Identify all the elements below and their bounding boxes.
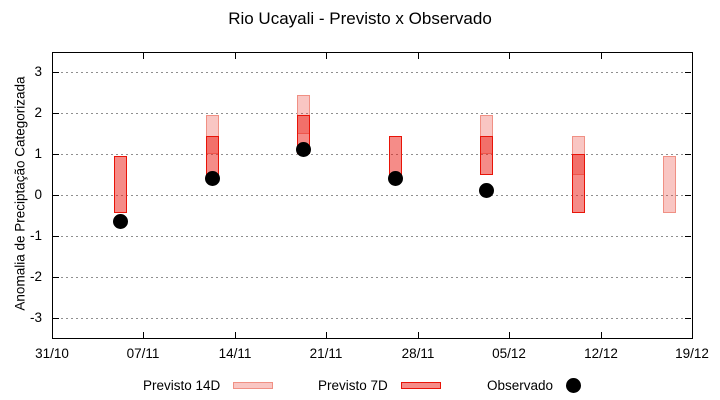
y-tick-label: 3 — [34, 64, 42, 79]
x-tick-top — [692, 52, 693, 59]
bar-previsto-7d-26/11 — [389, 136, 402, 175]
y-tick-left — [52, 154, 59, 155]
gridline-y1 — [55, 154, 688, 155]
gridline-y2 — [55, 113, 688, 114]
x-tick-label: 31/10 — [35, 345, 69, 361]
x-tick-label: 28/11 — [401, 345, 435, 361]
y-tick-right — [685, 318, 691, 319]
bar-previsto-7d-12/11 — [206, 136, 219, 175]
y-tick-label: 1 — [34, 146, 42, 161]
bar-previsto-7d-10/12 — [572, 154, 585, 213]
x-tick-label: 14/11 — [218, 345, 252, 361]
y-tick-left — [52, 195, 59, 196]
x-tick-label: 05/12 — [492, 345, 526, 361]
legend-label-observado: Observado — [487, 377, 554, 393]
y-tick-right — [685, 113, 691, 114]
observado-dot-icon — [566, 377, 582, 393]
y-tick-right — [685, 277, 691, 278]
x-tick-top — [509, 52, 510, 59]
chart-title: Rio Ucayali - Previsto x Observado — [228, 9, 492, 28]
x-tick-top — [143, 52, 144, 59]
legend-label-previsto-14d: Previsto 14D — [143, 377, 221, 393]
x-tick-bottom — [692, 331, 693, 338]
x-tick-bottom — [52, 331, 53, 338]
legend: Previsto 14D Previsto 7D Observado — [0, 374, 720, 396]
x-tick-top — [601, 52, 602, 59]
y-tick-right — [685, 195, 691, 196]
y-tick-left — [52, 113, 59, 114]
plot-frame — [52, 52, 693, 339]
y-tick-label: 2 — [34, 105, 42, 120]
bar-previsto-7d-03/12 — [480, 136, 493, 175]
x-tick-bottom — [509, 331, 510, 338]
observado-dot-26/11 — [388, 171, 403, 186]
y-tick-left — [52, 236, 59, 237]
x-tick-top — [52, 52, 53, 59]
gridline-y3 — [55, 72, 688, 73]
bar-previsto-7d-05/11 — [114, 156, 127, 213]
x-tick-label: 21/11 — [309, 345, 343, 361]
x-tick-label: 12/12 — [584, 345, 618, 361]
x-tick-bottom — [143, 331, 144, 338]
x-tick-top — [418, 52, 419, 59]
x-tick-label: 07/11 — [126, 345, 160, 361]
x-tick-label: 19/12 — [675, 345, 709, 361]
x-tick-top — [326, 52, 327, 59]
observado-dot-05/11 — [113, 214, 128, 229]
y-tick-label: -3 — [29, 310, 42, 325]
y-tick-label: -2 — [29, 269, 42, 284]
gridline-y-3 — [55, 318, 688, 319]
legend-label-previsto-7d: Previsto 7D — [318, 377, 388, 393]
y-tick-label: -1 — [29, 228, 42, 243]
bar-previsto-14d-17/12 — [663, 156, 676, 213]
legend-item-previsto-7d: Previsto 7D — [318, 374, 441, 396]
observado-dot-03/12 — [479, 183, 494, 198]
gridline-y0 — [55, 195, 688, 196]
x-tick-bottom — [418, 331, 419, 338]
y-tick-right — [685, 154, 691, 155]
observado-dot-19/11 — [296, 142, 311, 157]
y-tick-right — [685, 72, 691, 73]
observado-dot-12/11 — [205, 171, 220, 186]
legend-item-observado: Observado — [487, 374, 582, 396]
x-tick-bottom — [235, 331, 236, 338]
gridline-y-2 — [55, 277, 688, 278]
y-tick-right — [685, 236, 691, 237]
y-tick-left — [52, 318, 59, 319]
x-tick-bottom — [601, 331, 602, 338]
x-tick-bottom — [326, 331, 327, 338]
y-tick-left — [52, 72, 59, 73]
y-tick-left — [52, 277, 59, 278]
y-tick-label: 0 — [34, 187, 42, 202]
legend-item-previsto-14d: Previsto 14D — [143, 374, 274, 396]
previsto-14d-swatch-icon — [233, 381, 274, 389]
gridline-y-1 — [55, 236, 688, 237]
x-tick-top — [235, 52, 236, 59]
previsto-7d-swatch-icon — [400, 381, 441, 389]
